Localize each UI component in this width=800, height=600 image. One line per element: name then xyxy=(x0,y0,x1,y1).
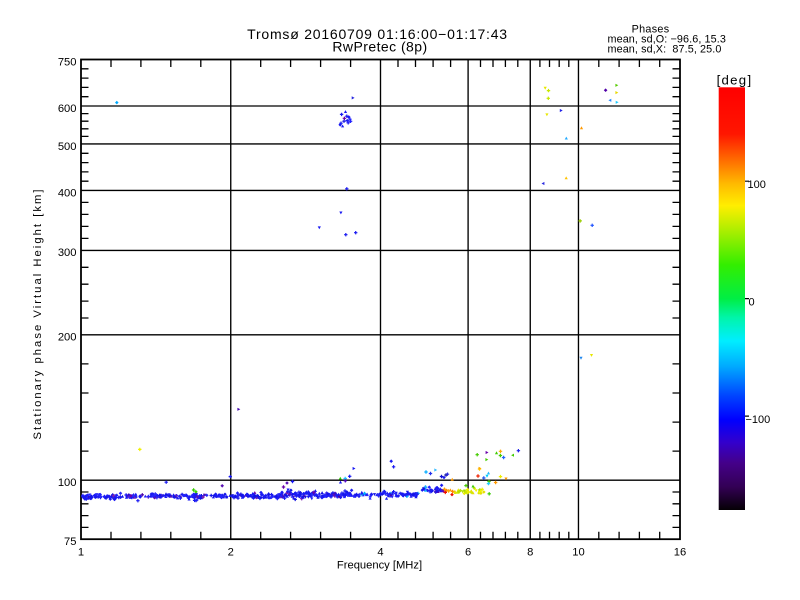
svg-text:100: 100 xyxy=(58,477,77,489)
svg-text:0: 0 xyxy=(749,296,755,308)
svg-text:RwPretec (8p): RwPretec (8p) xyxy=(332,39,427,55)
svg-text:1: 1 xyxy=(78,547,84,559)
svg-text:200: 200 xyxy=(58,332,77,344)
svg-text:Phases: Phases xyxy=(632,23,670,35)
svg-text:10: 10 xyxy=(572,547,584,559)
svg-text:Tromsø 20160709 01:16:00−01:17: Tromsø 20160709 01:16:00−01:17:43 xyxy=(247,26,508,42)
svg-text:Frequency [MHz]: Frequency [MHz] xyxy=(337,560,422,572)
svg-text:mean, sd,O: −96.6, 15.3: mean, sd,O: −96.6, 15.3 xyxy=(608,33,726,45)
svg-text:500: 500 xyxy=(58,141,77,153)
svg-text:750: 750 xyxy=(58,56,77,68)
svg-text:400: 400 xyxy=(58,187,77,199)
svg-text:8: 8 xyxy=(527,547,533,559)
svg-text:100: 100 xyxy=(748,179,766,191)
svg-text:Stationary phase Virtual Heigh: Stationary phase Virtual Height [km] xyxy=(32,187,44,439)
svg-text:300: 300 xyxy=(58,247,77,259)
svg-text:6: 6 xyxy=(465,547,471,559)
svg-text:75: 75 xyxy=(64,536,76,548)
svg-text:2: 2 xyxy=(228,547,234,559)
svg-text:−100: −100 xyxy=(746,414,771,426)
svg-text:[deg]: [deg] xyxy=(717,73,753,88)
svg-text:mean, sd,X: 87.5, 25.0: mean, sd,X: 87.5, 25.0 xyxy=(608,43,722,55)
svg-text:4: 4 xyxy=(377,547,383,559)
svg-text:600: 600 xyxy=(58,103,77,115)
svg-text:16: 16 xyxy=(674,547,686,559)
